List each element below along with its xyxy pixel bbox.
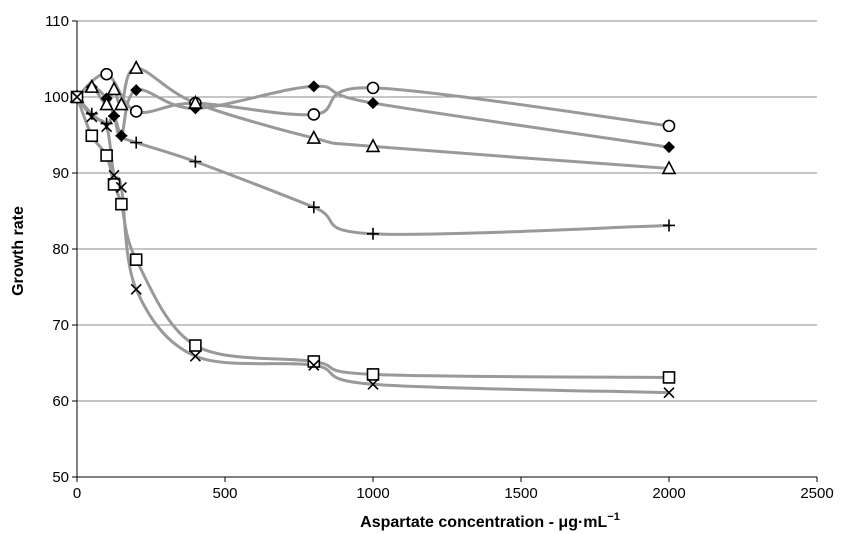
y-tick-label-110: 110 (45, 13, 69, 30)
data-point-cross-4 (115, 181, 127, 194)
y-axis-title: Growth rate (10, 206, 27, 296)
y-tick-label-80: 80 (52, 241, 69, 258)
data-point-square-9 (662, 371, 676, 384)
data-point-cross-2 (101, 121, 113, 133)
y-tick-label-100: 100 (44, 89, 69, 106)
data-point-cross-7 (308, 359, 320, 371)
data-point-square-8 (366, 368, 380, 381)
data-point-plus-9 (663, 219, 675, 232)
data-point-square-5 (129, 253, 143, 266)
data-point-cross-6 (189, 350, 201, 362)
data-point-triangle-8 (365, 138, 381, 153)
data-point-triangle-2 (99, 96, 114, 111)
x-tick-label-0: 0 (73, 485, 81, 502)
data-point-plus-6 (189, 155, 202, 168)
series-line-plus (75, 96, 670, 236)
data-point-circle-5 (366, 81, 380, 95)
data-point-triangle-3 (106, 81, 122, 96)
x-tick-label-1000: 1000 (356, 485, 389, 502)
data-point-square-6 (189, 339, 202, 352)
data-point-plus-4 (115, 129, 128, 142)
x-tick-label-500: 500 (212, 485, 237, 502)
y-tick-label-60: 60 (52, 393, 69, 410)
x-axis-title: Aspartate concentration - μg·mL−1 (360, 511, 620, 531)
x-axis-title-main: Aspartate concentration - μg·mL (360, 514, 607, 531)
data-point-plus-7 (307, 201, 320, 214)
series-markers (69, 59, 677, 399)
data-point-diamond-5 (130, 84, 143, 97)
data-point-square-2 (100, 149, 113, 162)
data-point-diamond-9 (663, 141, 675, 154)
y-tick-label-90: 90 (52, 165, 69, 182)
data-point-triangle-4 (114, 96, 129, 111)
data-point-square-3 (107, 178, 121, 191)
x-tick-label-2500: 2500 (800, 485, 833, 502)
data-point-circle-6 (662, 119, 676, 133)
data-point-cross-3 (108, 169, 120, 181)
y-tick-label-70: 70 (52, 317, 69, 334)
data-point-square-4 (115, 197, 128, 211)
x-axis-title-superscript: −1 (607, 511, 620, 523)
tick-labels: 50 60 70 80 90 100 110 0 500 1000 1500 2000 2500 (44, 13, 834, 502)
x-tick-label-1500: 1500 (504, 485, 537, 502)
data-point-plus-8 (367, 227, 379, 240)
data-point-circle-1 (100, 67, 113, 81)
data-point-square-1 (85, 129, 99, 143)
data-point-diamond-8 (367, 97, 379, 110)
data-point-triangle-9 (661, 160, 677, 175)
data-point-diamond-7 (307, 80, 320, 93)
data-point-square-7 (307, 355, 321, 368)
data-point-cross-1 (86, 111, 98, 123)
series-line-circle (75, 72, 670, 128)
data-point-cross-0 (71, 91, 83, 103)
y-tick-label-50: 50 (52, 469, 69, 486)
axes (72, 20, 818, 482)
x-tick-label-2000: 2000 (652, 485, 685, 502)
data-point-triangle-5 (128, 59, 144, 74)
data-point-triangle-6 (188, 94, 203, 109)
data-point-plus-5 (130, 136, 143, 149)
data-point-cross-5 (130, 283, 142, 295)
data-point-triangle-1 (84, 78, 100, 93)
data-point-cross-8 (367, 378, 379, 390)
series-line-diamond (76, 84, 670, 149)
data-point-circle-2 (129, 105, 143, 118)
data-point-cross-9 (663, 387, 675, 399)
data-point-plus-3 (108, 110, 120, 122)
data-point-circle-4 (307, 108, 321, 121)
gridlines (77, 20, 817, 402)
data-point-triangle-7 (306, 129, 322, 144)
